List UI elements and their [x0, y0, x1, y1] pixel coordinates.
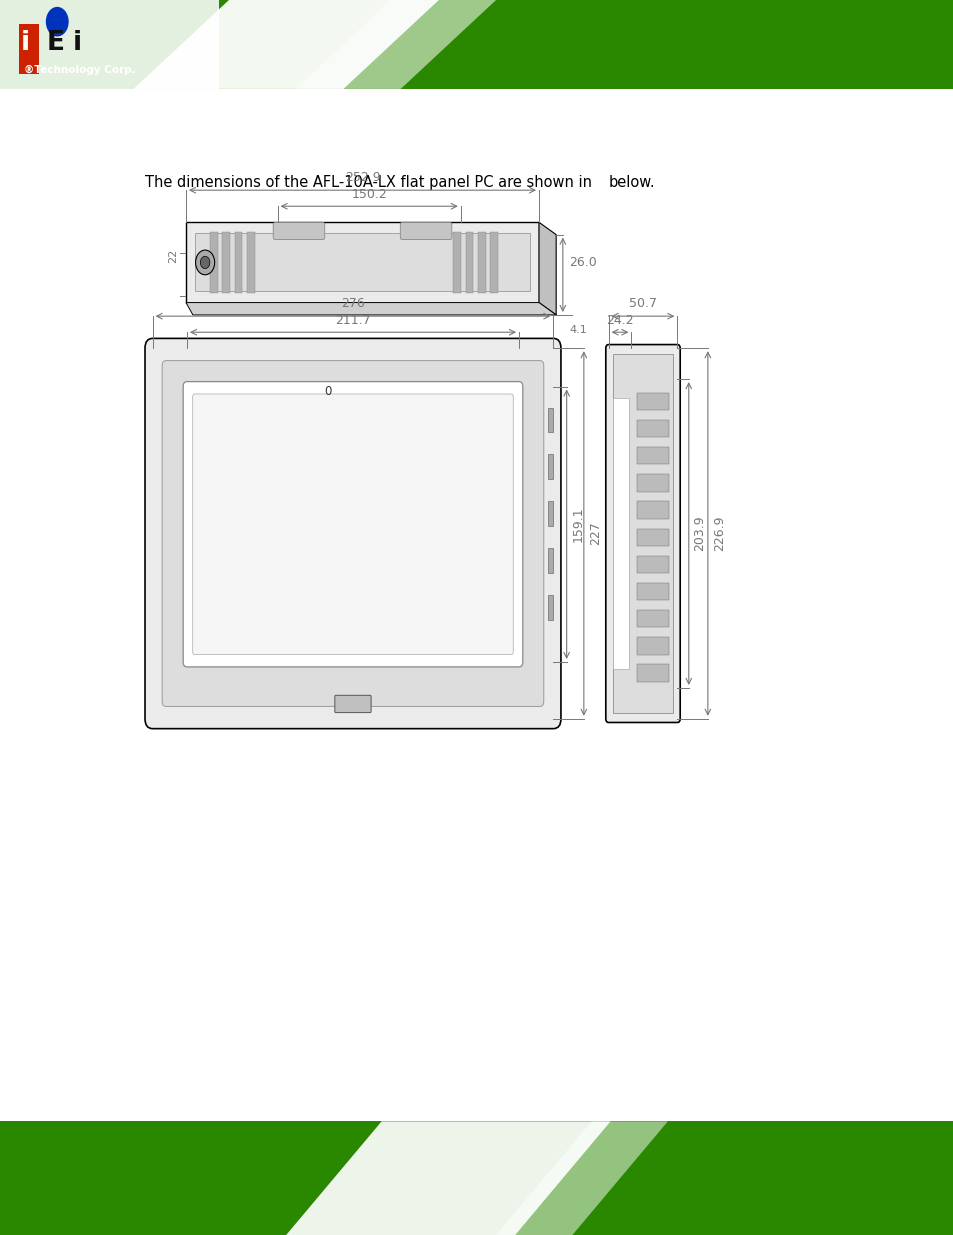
Bar: [194, 233, 530, 291]
Bar: [234, 232, 242, 293]
Bar: [477, 232, 485, 293]
Bar: [547, 548, 553, 573]
Text: The dimensions of the AFL-10A-LX flat panel PC are shown in: The dimensions of the AFL-10A-LX flat pa…: [145, 175, 592, 190]
Circle shape: [195, 249, 214, 275]
Bar: [19, 25, 39, 74]
Bar: [547, 595, 553, 620]
FancyBboxPatch shape: [193, 394, 513, 655]
Bar: [453, 232, 460, 293]
Bar: [613, 398, 628, 669]
Bar: [637, 529, 668, 546]
Polygon shape: [295, 0, 496, 89]
Text: 50.7: 50.7: [628, 296, 657, 310]
Polygon shape: [538, 222, 556, 315]
Text: 26.0: 26.0: [569, 256, 597, 269]
Text: 159.1: 159.1: [571, 506, 584, 542]
FancyBboxPatch shape: [273, 222, 324, 240]
Text: 150.2: 150.2: [351, 188, 387, 201]
FancyBboxPatch shape: [605, 345, 679, 722]
Bar: [637, 447, 668, 464]
Bar: [547, 501, 553, 526]
Text: 211.7: 211.7: [335, 314, 371, 327]
Text: ®Technology Corp.: ®Technology Corp.: [24, 64, 135, 74]
Polygon shape: [186, 303, 556, 315]
Polygon shape: [133, 0, 438, 89]
Bar: [0, 0, 953, 89]
Bar: [637, 556, 668, 573]
Bar: [637, 664, 668, 682]
Text: 276: 276: [341, 296, 364, 310]
Text: 203.9: 203.9: [693, 516, 706, 551]
Bar: [637, 583, 668, 600]
Bar: [247, 232, 254, 293]
Text: 252.9: 252.9: [344, 170, 380, 184]
Bar: [637, 610, 668, 627]
Bar: [0, 0, 219, 89]
Bar: [637, 637, 668, 655]
Bar: [547, 408, 553, 432]
FancyBboxPatch shape: [335, 695, 371, 713]
Polygon shape: [496, 1121, 667, 1235]
FancyBboxPatch shape: [400, 222, 452, 240]
Bar: [637, 474, 668, 492]
Bar: [465, 232, 473, 293]
Bar: [547, 454, 553, 479]
Bar: [186, 222, 538, 303]
Text: i: i: [21, 30, 30, 56]
Bar: [0, 1121, 953, 1235]
FancyBboxPatch shape: [183, 382, 522, 667]
Text: below.: below.: [608, 175, 655, 190]
Text: i: i: [72, 30, 82, 56]
Text: 4.1: 4.1: [569, 325, 587, 335]
Bar: [613, 354, 672, 713]
Circle shape: [200, 257, 210, 269]
Text: 0: 0: [324, 385, 332, 399]
Bar: [637, 501, 668, 519]
Text: 226.9: 226.9: [713, 516, 726, 551]
Bar: [637, 420, 668, 437]
Text: 22: 22: [169, 249, 178, 263]
Text: E: E: [47, 30, 65, 56]
Bar: [637, 393, 668, 410]
FancyBboxPatch shape: [162, 361, 543, 706]
Polygon shape: [286, 1121, 610, 1235]
Bar: [222, 232, 230, 293]
Bar: [210, 232, 217, 293]
Text: 24.2: 24.2: [605, 314, 633, 327]
Circle shape: [46, 7, 69, 37]
Bar: [490, 232, 497, 293]
FancyBboxPatch shape: [145, 338, 560, 729]
Text: 227: 227: [589, 521, 602, 546]
